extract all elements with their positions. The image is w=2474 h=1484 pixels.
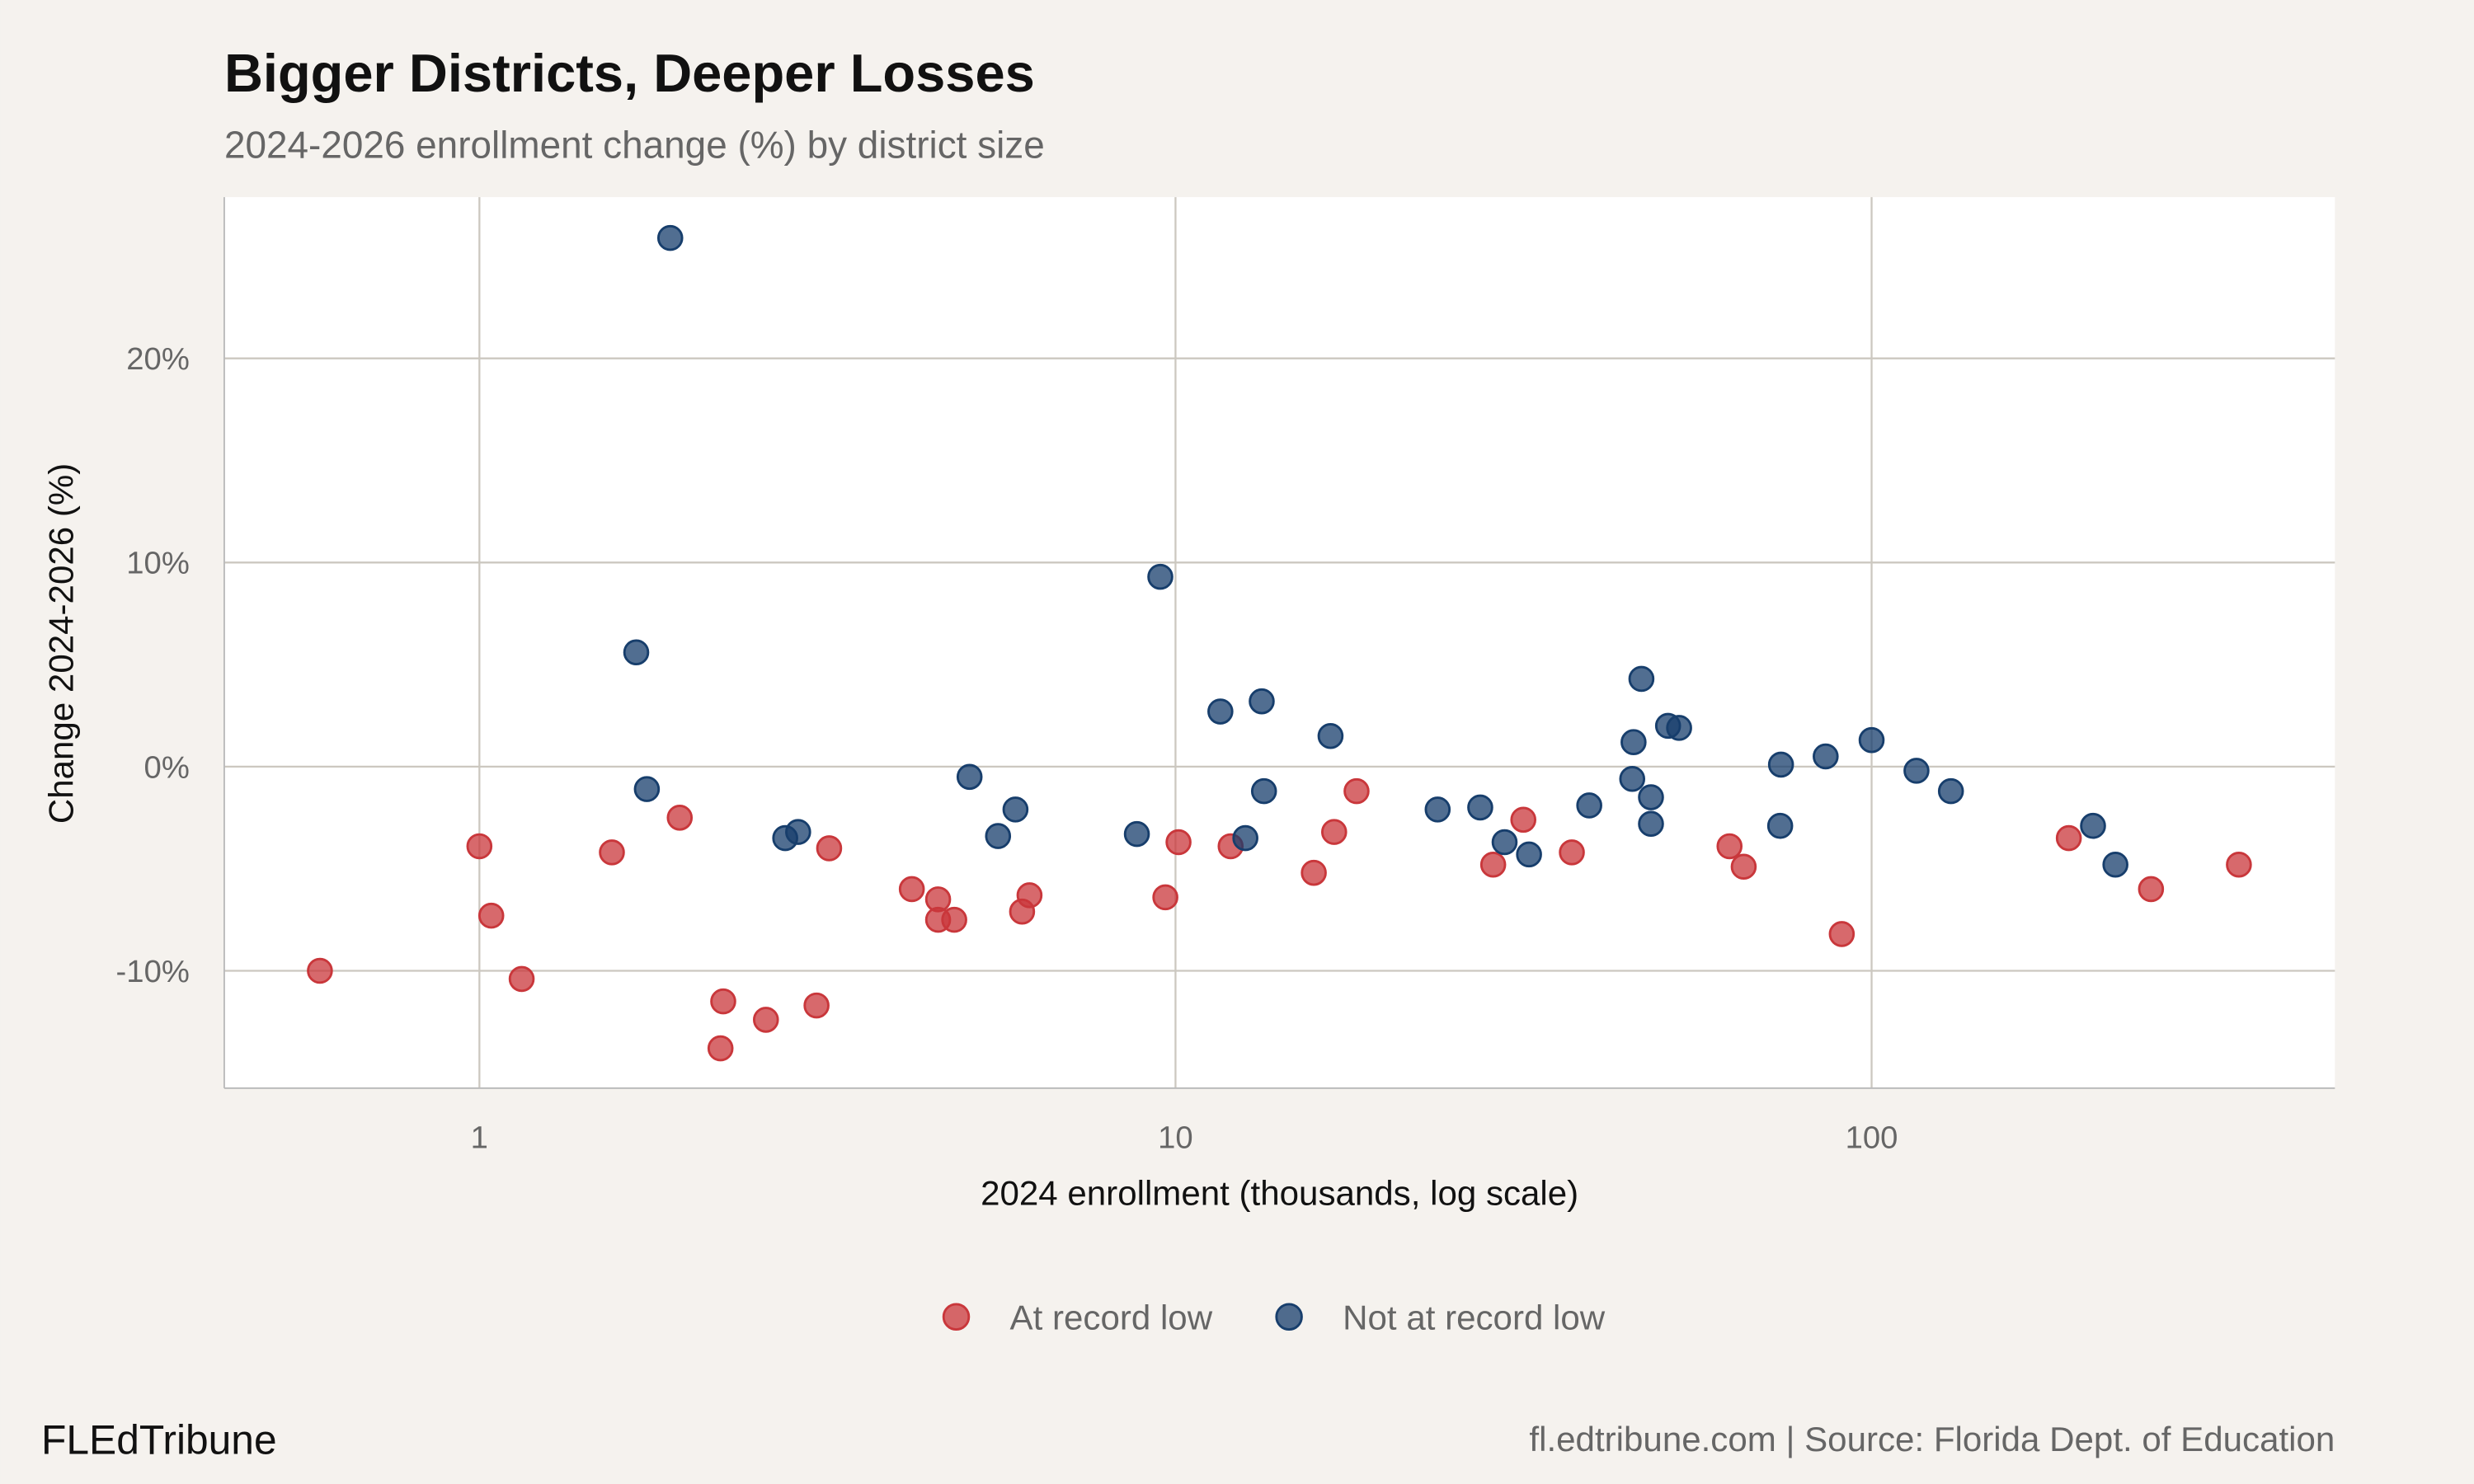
point-at-record-low [1300,859,1327,886]
y-tick-label: 20% [126,341,190,377]
point-not-at-record-low [1123,820,1150,848]
point-at-record-low [1016,882,1043,909]
chart-subtitle: 2024-2026 enrollment change (%) by distr… [224,123,1045,166]
point-not-at-record-low [1467,794,1493,821]
point-not-at-record-low [1576,792,1602,819]
point-at-record-low [2138,876,2165,903]
point-not-at-record-low [656,224,684,251]
source-credit: fl.edtribune.com | Source: Florida Dept.… [1529,1420,2335,1458]
point-not-at-record-low [633,776,661,802]
point-not-at-record-low [2080,812,2106,839]
legend-marker-at-record-low [942,1303,971,1331]
x-tick-label: 100 [1846,1120,1898,1156]
point-at-record-low [803,992,830,1019]
point-at-record-low [707,1035,734,1062]
gridlines [223,197,2335,1088]
point-at-record-low [666,805,694,831]
point-not-at-record-low [1249,688,1275,715]
x-axis-label: 2024 enrollment (thousands, log scale) [981,1173,1578,1212]
point-at-record-low [1343,777,1370,805]
point-not-at-record-low [1813,743,1839,770]
point-not-at-record-low [1317,722,1344,749]
point-at-record-low [477,902,505,929]
point-not-at-record-low [623,639,650,666]
point-at-record-low [941,906,967,933]
point-not-at-record-low [1250,777,1277,805]
point-not-at-record-low [1620,729,1647,755]
point-at-record-low [753,1007,779,1033]
brand-label: FLEdTribune [41,1417,277,1463]
point-not-at-record-low [1903,758,1930,784]
legend: At record low Not at record low [942,1298,1606,1337]
point-not-at-record-low [985,823,1012,849]
point-not-at-record-low [1207,698,1234,725]
x-tick-label: 10 [1158,1120,1193,1156]
point-at-record-low [1165,829,1192,856]
point-not-at-record-low [1766,812,1794,839]
point-at-record-low [898,876,925,903]
y-tick-label: -10% [116,954,190,989]
y-tick-label: 0% [144,749,190,785]
legend-label-at-record-low: At record low [1010,1298,1213,1337]
point-at-record-low [599,839,625,866]
point-at-record-low [508,965,535,993]
y-tick-label: 10% [126,546,190,581]
point-at-record-low [307,957,333,984]
point-at-record-low [1152,884,1178,911]
point-at-record-low [2226,851,2252,878]
point-not-at-record-low [785,819,811,845]
point-at-record-low [710,988,736,1015]
point-at-record-low [1730,853,1757,881]
point-not-at-record-low [1937,777,1964,805]
point-at-record-low [1321,819,1348,845]
point-not-at-record-low [956,763,983,791]
tick-labels: 1 10 100 -10% 0% 10% 20% [116,341,1898,1155]
point-not-at-record-low [2102,851,2128,878]
point-at-record-low [1559,839,1585,866]
point-not-at-record-low [1858,726,1885,754]
point-at-record-low [2055,824,2082,852]
point-not-at-record-low [1491,829,1518,856]
point-not-at-record-low [1619,765,1646,792]
legend-marker-not-at-record-low [1275,1303,1303,1331]
plot-panel [223,197,2335,1088]
point-not-at-record-low [1147,563,1174,590]
point-at-record-low [1716,833,1743,860]
point-at-record-low [816,835,843,862]
data-points [307,224,2252,1062]
point-at-record-low [1479,851,1507,878]
point-not-at-record-low [1002,796,1029,823]
point-at-record-low [1828,921,1856,947]
chart-title: Bigger Districts, Deeper Losses [224,43,1035,103]
point-at-record-low [466,833,493,860]
point-not-at-record-low [1638,810,1664,838]
point-not-at-record-low [1424,796,1451,823]
x-tick-label: 1 [471,1120,488,1156]
point-not-at-record-low [1767,751,1794,778]
point-not-at-record-low [1638,784,1664,810]
legend-label-not-at-record-low: Not at record low [1343,1298,1606,1337]
point-not-at-record-low [1628,665,1655,693]
point-not-at-record-low [1516,841,1542,868]
point-at-record-low [1510,806,1537,834]
point-not-at-record-low [1232,824,1258,852]
point-not-at-record-low [1666,715,1692,741]
y-axis-label: Change 2024-2026 (%) [41,463,80,824]
